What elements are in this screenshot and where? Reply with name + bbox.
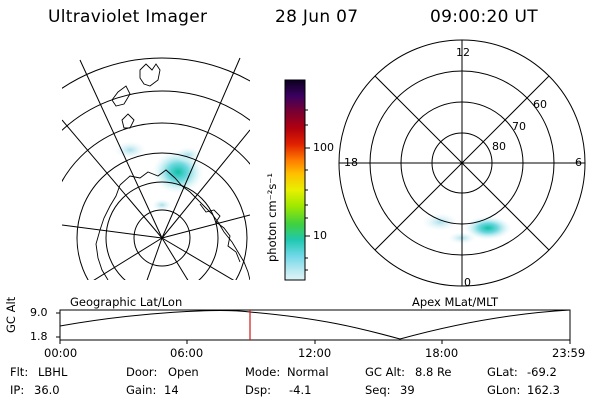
seq-value: 39 (400, 383, 415, 397)
glat-value: -69.2 (527, 365, 557, 379)
gcalt-value: 8.8 Re (415, 365, 452, 379)
altitude-curve (59, 309, 571, 340)
gain-label: Gain: (126, 383, 157, 397)
timeline-xtick-0600: 06:00 (170, 346, 204, 360)
mlat-label-70: 70 (512, 120, 526, 133)
mlat-label-80: 80 (492, 140, 506, 153)
flt-label: Flt: (10, 365, 29, 379)
apex-aurora-secondary (422, 213, 458, 231)
apex-panel-label: Apex MLat/MLT (412, 295, 499, 309)
dsp-value: -4.1 (289, 383, 312, 397)
ip-value: 36.0 (34, 383, 60, 397)
colorbar-unit-label: photon cm⁻²s⁻¹ (265, 173, 279, 262)
time-label: 09:00:20 UT (430, 7, 538, 27)
mode-label: Mode: (245, 365, 281, 379)
glat-label: GLat: (487, 365, 518, 379)
apex-map (338, 39, 586, 287)
ip-label: IP: (10, 383, 25, 397)
geo-map (62, 57, 250, 280)
mode-value: Normal (287, 365, 329, 379)
timeline-ytick-9: 9.0 (30, 306, 48, 319)
timeline-plot (56, 309, 571, 344)
mlat-label-60: 60 (533, 98, 547, 111)
dsp-label: Dsp: (245, 383, 272, 397)
mlt-label-6: 6 (575, 156, 582, 169)
app-title: Ultraviolet Imager (48, 7, 208, 27)
mlt-label-12: 12 (456, 46, 470, 59)
door-value: Open (168, 365, 199, 379)
geo-panel-label: Geographic Lat/Lon (70, 295, 183, 309)
timeline-xtick-1200: 12:00 (298, 346, 332, 360)
timeline-xtick-1800: 18:00 (425, 346, 459, 360)
colorbar-gradient (284, 79, 306, 281)
seq-label: Seq: (365, 383, 391, 397)
flt-value: LBHL (38, 365, 68, 379)
timeline-xtick-0000: 00:00 (44, 346, 78, 360)
door-label: Door: (126, 365, 158, 379)
timeline-ytick-1.8: 1.8 (30, 330, 48, 343)
glon-label: GLon: (487, 383, 521, 397)
date-label: 28 Jun 07 (275, 7, 359, 27)
aurora-emission-secondary (114, 141, 146, 159)
mlt-label-18: 18 (344, 156, 358, 169)
mlt-label-0: 0 (464, 276, 471, 289)
colorbar-tick-10: 10 (313, 229, 327, 242)
timeline-axis-label: GC Alt (4, 296, 18, 333)
timeline-xtick-2359: 23:59 (552, 346, 586, 360)
colorbar-tick-100: 100 (313, 141, 334, 154)
gain-value: 14 (164, 383, 179, 397)
glon-value: 162.3 (527, 383, 560, 397)
gcalt-label: GC Alt: (365, 365, 406, 379)
